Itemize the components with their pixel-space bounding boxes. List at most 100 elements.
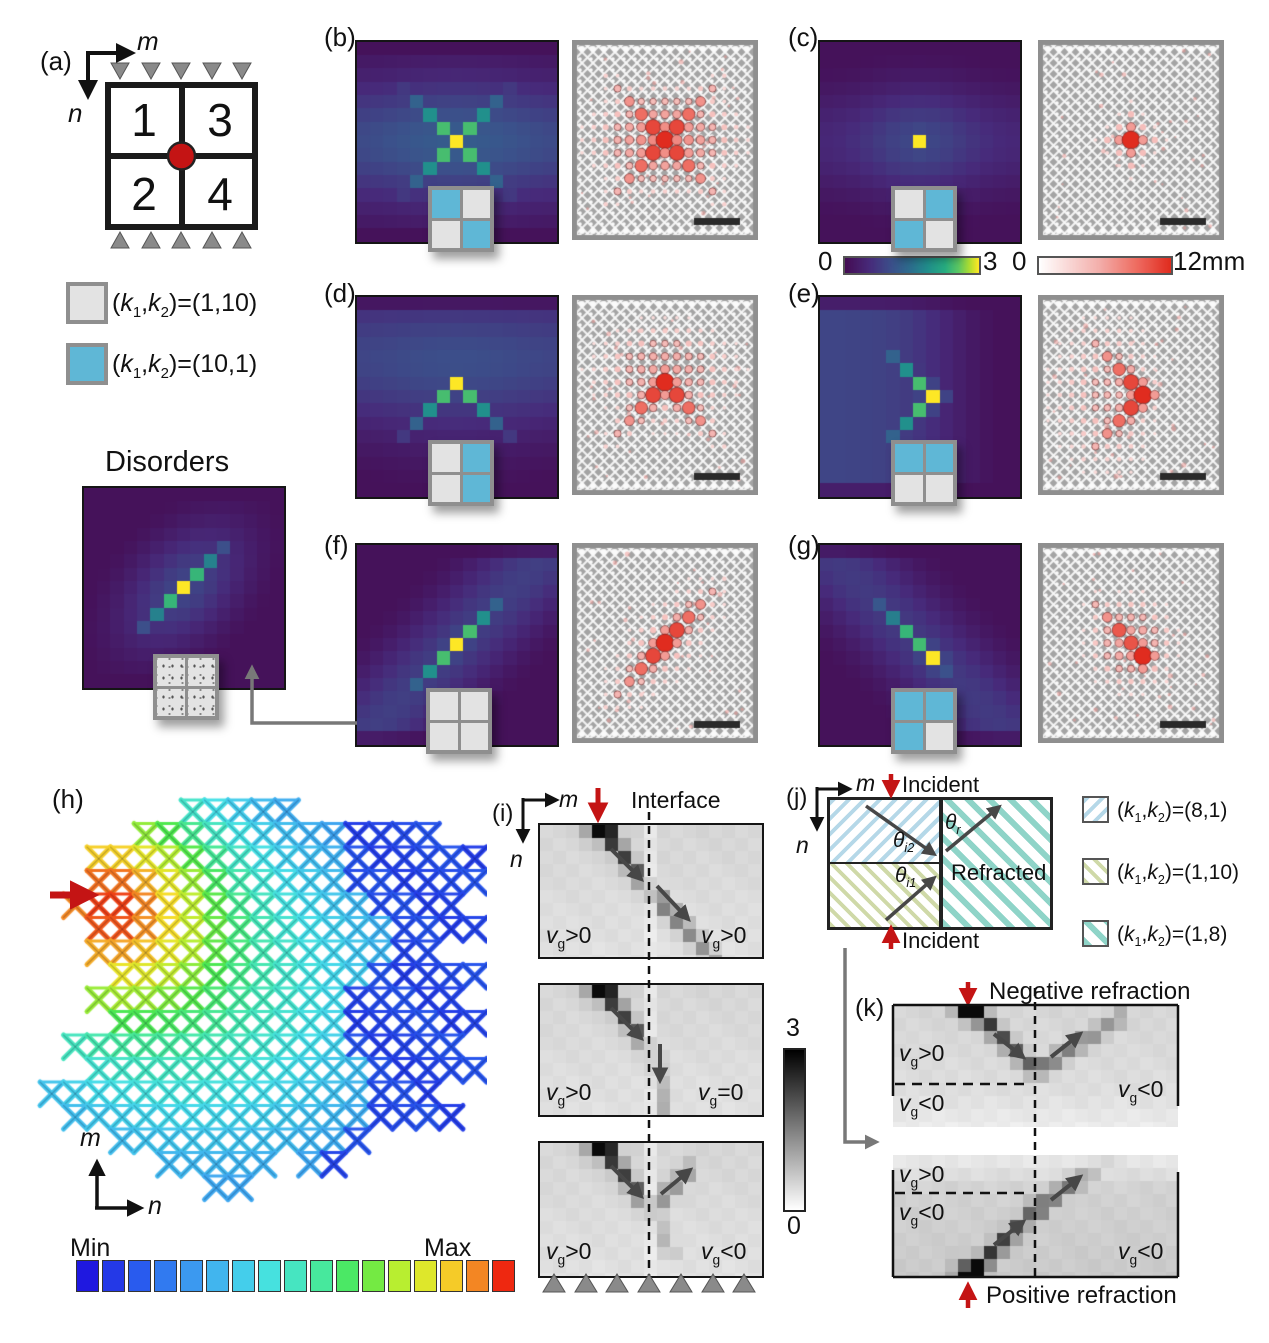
panel-h-lattice xyxy=(32,796,487,1216)
panel-h-axis-m-label: m xyxy=(80,1124,101,1152)
viridis-colorbar-min: 0 xyxy=(818,246,833,276)
inset-cell-gray xyxy=(895,190,923,218)
jet-colorbar-step xyxy=(284,1260,307,1292)
jet-colorbar-step xyxy=(440,1260,463,1292)
panel-g-label: (g) xyxy=(788,530,820,560)
jet-colorbar-step xyxy=(154,1260,177,1292)
panel-a-axis-n-label: n xyxy=(68,98,83,128)
unit-cell-diagram xyxy=(105,82,258,230)
theta-i2-label: θi2 xyxy=(893,829,915,856)
inset-cell-blue xyxy=(895,692,923,720)
inset-cell-gray xyxy=(925,474,953,502)
jet-colorbar-min-label: Min xyxy=(70,1234,111,1262)
jet-colorbar-step xyxy=(310,1260,333,1292)
inset-cell-speckle xyxy=(187,658,215,686)
jet-colorbar-step xyxy=(206,1260,229,1292)
inset-cell-gray xyxy=(432,474,460,502)
panel-e-inset xyxy=(891,440,957,506)
unit-cell-horizontal-divider xyxy=(111,153,252,159)
panel-c-inset xyxy=(891,186,957,252)
panel-c-photo xyxy=(1038,40,1224,240)
vg-label-kpos-br: vg<0 xyxy=(1118,1238,1164,1268)
jet-colorbar-step xyxy=(388,1260,411,1292)
inset-cell-speckle xyxy=(187,688,215,716)
inset-cell-blue xyxy=(925,444,953,472)
j-legend-label-1-8: (k1,k2)=(1,8) xyxy=(1117,923,1228,950)
jet-colorbar-step xyxy=(466,1260,489,1292)
vg-label-i3-left: vg>0 xyxy=(546,1238,592,1268)
panel-i-label: (i) xyxy=(492,800,514,827)
vg-label-kneg-bl: vg<0 xyxy=(899,1090,945,1120)
vg-label-kpos-ml: vg<0 xyxy=(899,1199,945,1229)
panel-c-label: (c) xyxy=(788,22,819,52)
inset-cell-speckle xyxy=(157,658,185,686)
panel-h-label: (h) xyxy=(52,784,84,814)
a-support-triangle-top xyxy=(141,62,161,81)
panel-b-photo xyxy=(572,40,758,240)
gray-colorbar-min: 0 xyxy=(787,1212,801,1240)
inset-cell-blue xyxy=(925,190,953,218)
inset-cell-gray xyxy=(462,190,490,218)
panel-j-label: (j) xyxy=(786,784,808,811)
jet-colorbar-step xyxy=(258,1260,281,1292)
vg-label-kpos-tl: vg>0 xyxy=(899,1161,945,1191)
panel-f-label: (f) xyxy=(324,530,349,560)
a-support-triangle-bottom xyxy=(202,230,222,249)
panel-j-axis-m-label: m xyxy=(856,770,876,796)
theta-i1-label: θi1 xyxy=(895,864,917,891)
legend-gray-swatch xyxy=(66,282,108,324)
jet-colorbar-step xyxy=(102,1260,125,1292)
vg-label-i2-right: vg=0 xyxy=(698,1079,744,1109)
panel-d-inset xyxy=(428,440,494,506)
gray-colorbar xyxy=(783,1048,806,1212)
interface-title: Interface xyxy=(631,787,721,813)
a-support-triangle-bottom xyxy=(171,230,191,249)
disp-colorbar-max: 12mm xyxy=(1173,246,1246,276)
jet-colorbar-step xyxy=(128,1260,151,1292)
inset-cell-gray xyxy=(895,474,923,502)
unit-cell-2: 2 xyxy=(131,168,157,220)
vg-label-kneg-right: vg<0 xyxy=(1118,1076,1164,1106)
legend-blue-label: (k1,k2)=(10,1) xyxy=(112,350,258,382)
panel-i-axis-m-label: m xyxy=(559,786,579,812)
viridis-colorbar xyxy=(843,256,981,275)
vg-label-kneg-tl: vg>0 xyxy=(899,1040,945,1070)
panel-b-inset xyxy=(428,186,494,252)
a-support-triangle-top xyxy=(232,62,252,81)
a-support-triangle-top xyxy=(202,62,222,81)
inset-cell-blue xyxy=(895,444,923,472)
a-support-triangle-bottom xyxy=(141,230,161,249)
unit-cell-3: 3 xyxy=(207,94,233,146)
panel-a-axis-m-label: m xyxy=(137,26,159,56)
jet-colorbar-step xyxy=(180,1260,203,1292)
inset-cell-blue xyxy=(895,722,923,750)
j-legend-swatch-8-1 xyxy=(1082,796,1109,823)
j-legend-label-8-1: (k1,k2)=(8,1) xyxy=(1117,799,1228,826)
inset-cell-blue xyxy=(432,190,460,218)
negative-refraction-title: Negative refraction xyxy=(989,978,1191,1005)
inset-cell-blue xyxy=(462,444,490,472)
vg-label-i1-right: vg>0 xyxy=(701,922,747,952)
j-legend-swatch-1-8 xyxy=(1082,920,1109,947)
inset-cell-gray xyxy=(430,692,458,720)
a-support-triangle-top xyxy=(171,62,191,81)
jet-colorbar xyxy=(76,1260,515,1292)
jet-colorbar-step xyxy=(492,1260,515,1292)
unit-cell-1: 1 xyxy=(131,94,157,146)
jet-colorbar-max-label: Max xyxy=(424,1234,472,1262)
incident-bottom-label: Incident xyxy=(902,928,980,953)
panel-j-axis-n-label: n xyxy=(796,832,809,858)
j-to-k-arrow xyxy=(843,948,880,1150)
jet-colorbar-step xyxy=(76,1260,99,1292)
panel-d-heatmap xyxy=(355,295,559,499)
panel-f-inset xyxy=(426,688,492,754)
vg-label-i1-left: vg>0 xyxy=(546,922,592,952)
panel-f-photo xyxy=(572,543,758,743)
gray-colorbar-max: 3 xyxy=(786,1014,800,1042)
a-support-triangle-bottom xyxy=(110,230,130,249)
refracted-label: Refracted xyxy=(951,860,1047,885)
panel-k-label: (k) xyxy=(855,994,885,1022)
panel-e-label: (e) xyxy=(788,278,820,308)
disorders-title: Disorders xyxy=(105,446,230,478)
